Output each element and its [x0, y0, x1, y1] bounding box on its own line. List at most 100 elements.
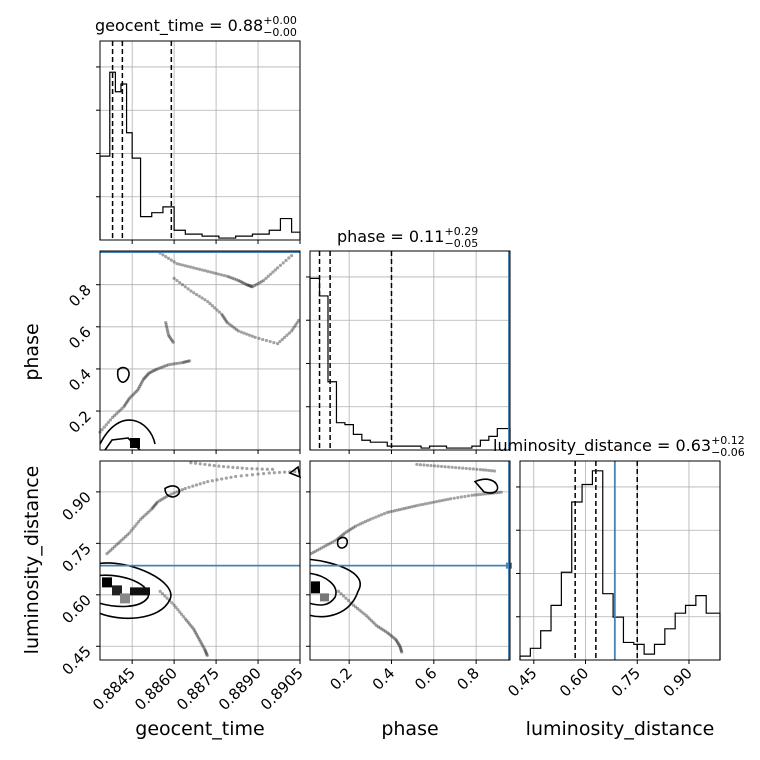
histogram-step-luminosity_distance — [519, 470, 721, 660]
scatter-point — [175, 490, 179, 494]
scatter-point — [242, 281, 246, 285]
scatter-point — [152, 505, 156, 509]
scatter-point — [295, 320, 299, 325]
scatter-point — [257, 336, 261, 340]
scatter-point — [243, 282, 248, 286]
scatter-point — [235, 466, 240, 470]
scatter-point — [207, 463, 212, 467]
scatter-point — [120, 406, 124, 411]
scatter-point — [405, 506, 409, 510]
scatter-point — [191, 484, 195, 488]
scatter-point — [144, 512, 148, 516]
scatter-point — [170, 601, 174, 605]
scatter-point — [222, 273, 227, 278]
contour-line — [164, 485, 181, 498]
scatter-point — [231, 325, 235, 329]
scatter-point — [253, 335, 257, 339]
scatter-point — [155, 367, 159, 371]
scatter-point — [478, 467, 482, 472]
scatter-point — [290, 253, 294, 258]
scatter-point — [440, 498, 444, 503]
panel-frame-1-0 — [99, 250, 301, 451]
scatter-point — [105, 552, 109, 556]
title-geocent_time-sub: −0.00 — [263, 26, 297, 39]
density-cell — [130, 438, 140, 448]
scatter-point — [415, 462, 419, 467]
tick-label-x: 0.75 — [608, 664, 644, 700]
tick-label-y: 0.60 — [58, 591, 94, 627]
scatter-point — [231, 276, 235, 280]
scatter-point — [231, 465, 235, 469]
scatter-point — [395, 640, 399, 644]
scatter-point — [180, 361, 185, 365]
scatter-point — [205, 652, 209, 656]
tick-label-x: 0.4 — [369, 664, 399, 694]
scatter-point — [189, 265, 193, 269]
scatter-point — [492, 469, 497, 473]
scatter-point — [169, 337, 173, 342]
scatter-point — [229, 276, 233, 280]
scatter-point — [396, 641, 400, 645]
scatter-point — [346, 529, 351, 533]
scatter-point — [410, 505, 414, 509]
scatter-point — [169, 362, 173, 366]
scatter-point — [205, 653, 209, 658]
scatter-point — [221, 313, 225, 318]
scatter-point — [112, 545, 117, 549]
scatter-point — [439, 464, 444, 469]
scatter-point — [432, 500, 436, 504]
scatter-point — [497, 490, 501, 495]
scatter-point — [297, 318, 301, 323]
scatter-point — [169, 258, 173, 262]
scatter-point — [478, 492, 482, 497]
contour-line — [309, 572, 337, 606]
scatter-point — [340, 533, 344, 537]
scatter-point — [330, 540, 334, 544]
scatter-point — [399, 649, 403, 653]
scatter-point — [269, 272, 273, 276]
panel-frame-2-1 — [309, 460, 511, 661]
scatter-point — [392, 636, 396, 640]
density-cell — [102, 577, 112, 588]
scatter-point — [172, 491, 176, 495]
scatter-point — [187, 485, 191, 489]
scatter-point — [352, 525, 356, 529]
scatter-point — [262, 278, 266, 283]
scatter-point — [443, 465, 447, 469]
scatter-point — [227, 322, 231, 326]
scatter-point — [291, 327, 295, 331]
scatter-point — [278, 263, 283, 267]
density-cell — [130, 587, 150, 596]
panel-grid-0-0 — [96, 41, 301, 244]
scatter-point — [396, 642, 401, 646]
scatter-point — [278, 339, 282, 344]
scatter-point — [176, 361, 180, 365]
scatter-point — [180, 263, 185, 267]
scatter-phase-luminosity_distance — [309, 462, 503, 654]
scatter-point — [233, 326, 237, 330]
scatter-point — [124, 401, 129, 405]
scatter-point — [133, 391, 137, 395]
scatter-point — [336, 589, 341, 593]
density-cell — [311, 581, 320, 594]
scatter-point — [194, 292, 199, 297]
panel-frame-2-0 — [99, 460, 301, 661]
scatter-point — [382, 512, 387, 516]
scatter-point — [175, 278, 179, 283]
scatter-point — [120, 538, 124, 542]
scatter-point — [192, 627, 196, 631]
scatter-point — [268, 339, 272, 344]
scatter-point — [176, 608, 180, 612]
scatter-point — [239, 280, 243, 284]
scatter-point — [449, 497, 453, 501]
scatter-point — [166, 256, 171, 260]
scatter-point — [104, 423, 108, 427]
scatter-point — [459, 495, 463, 499]
scatter-point — [178, 280, 182, 285]
scatter-point — [167, 335, 172, 339]
tick-label-x: 0.45 — [504, 664, 540, 700]
scatter-point — [311, 550, 315, 555]
scatter-point — [345, 530, 349, 534]
title-phase: phase = 0.11+0.29 −0.05 — [337, 225, 478, 250]
scatter-point — [148, 509, 152, 513]
